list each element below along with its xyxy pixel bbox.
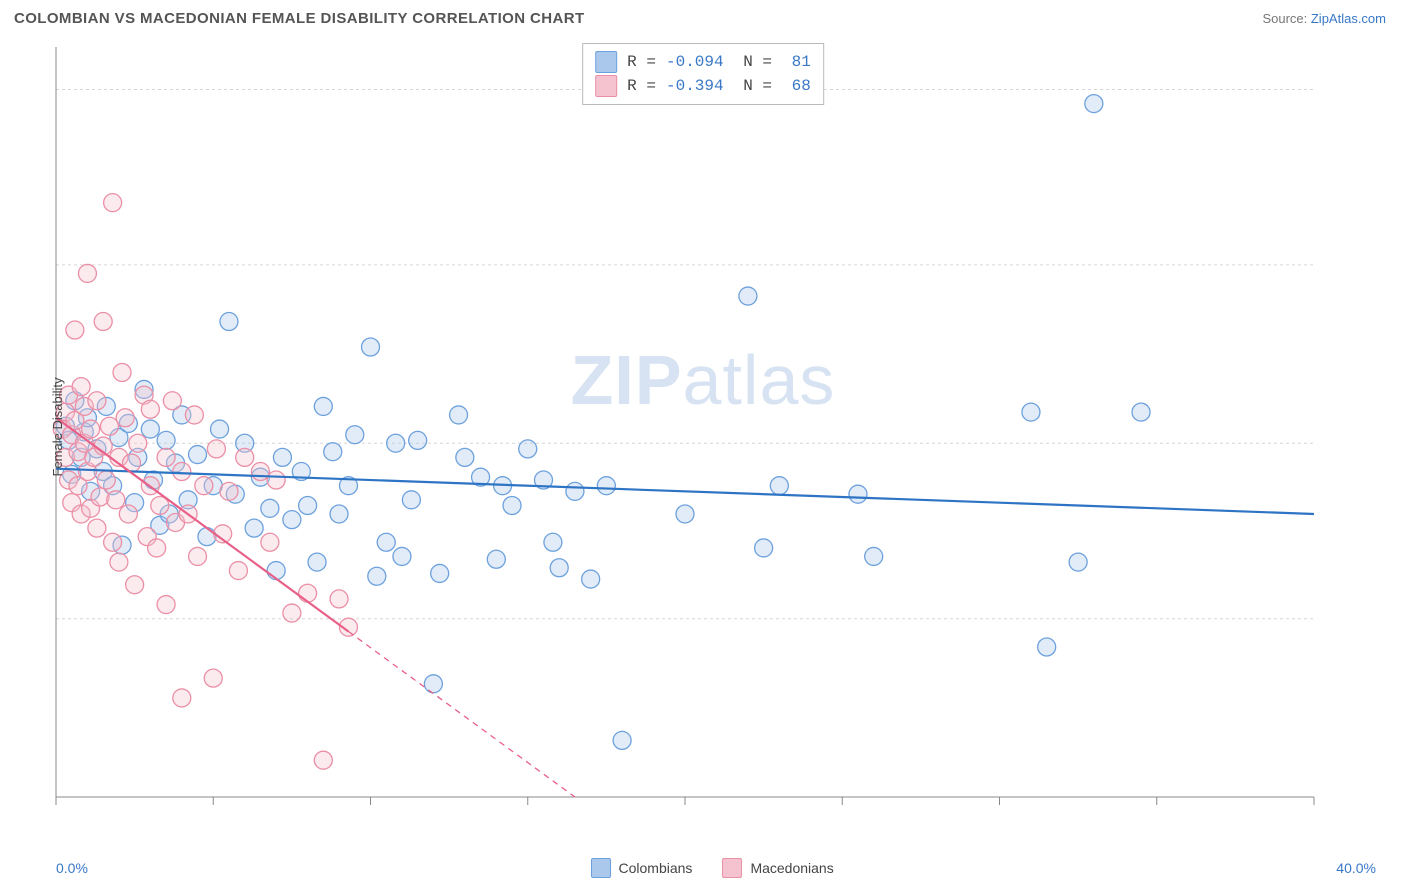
legend-row: R = -0.394 N = 68 xyxy=(595,74,811,98)
source-label: Source: ZipAtlas.com xyxy=(1262,11,1386,26)
x-axis-max: 40.0% xyxy=(1336,860,1376,876)
legend-swatch xyxy=(595,75,617,97)
legend-item: Colombians xyxy=(591,858,693,878)
legend-item: Macedonians xyxy=(722,858,833,878)
y-axis-label: Female Disability xyxy=(50,378,65,477)
legend-swatch xyxy=(591,858,611,878)
correlation-legend: R = -0.094 N = 81 R = -0.394 N = 68 xyxy=(582,43,824,105)
bottom-legend: 0.0% Colombians Macedonians 40.0% xyxy=(0,858,1406,878)
legend-swatch xyxy=(722,858,742,878)
source-link[interactable]: ZipAtlas.com xyxy=(1311,11,1386,26)
chart-title: COLOMBIAN VS MACEDONIAN FEMALE DISABILIT… xyxy=(14,10,585,27)
chart-container: Female Disability ZIPatlas R = -0.094 N … xyxy=(14,37,1392,817)
legend-swatch xyxy=(595,51,617,73)
x-axis-min: 0.0% xyxy=(56,860,88,876)
scatter-plot xyxy=(14,37,1324,817)
legend-row: R = -0.094 N = 81 xyxy=(595,50,811,74)
